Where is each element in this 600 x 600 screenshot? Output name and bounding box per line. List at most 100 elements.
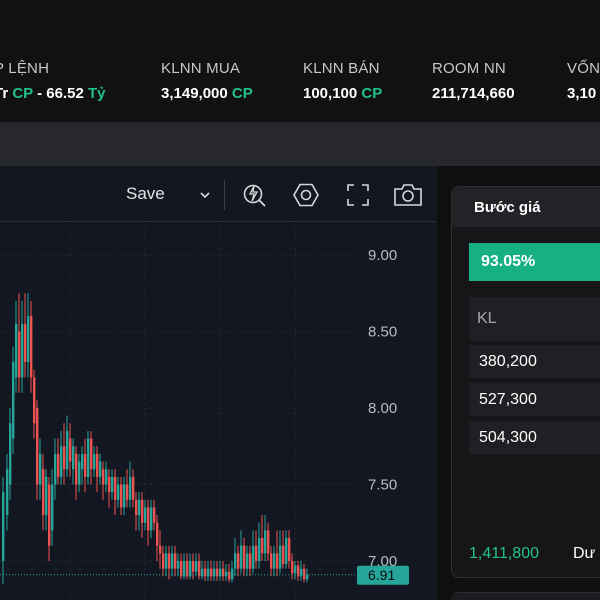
section-divider <box>0 122 600 166</box>
chevron-down-icon[interactable] <box>190 180 220 210</box>
price-tick-label: 8.50 <box>368 324 397 341</box>
candle-body <box>78 461 81 485</box>
candle-body <box>216 568 219 577</box>
order-book-panel: Bước giá 93.05% KL 380,200 527,300 504,3… <box>451 186 600 578</box>
candle-body <box>180 561 183 577</box>
volume-value: 380,200 <box>479 353 537 370</box>
candle-body <box>132 476 135 500</box>
candle-body <box>303 568 306 580</box>
fullscreen-icon[interactable] <box>343 180 373 210</box>
candle-body <box>255 545 258 561</box>
candle-body <box>114 476 117 500</box>
list-item: 380,200 <box>469 345 600 378</box>
candle-body <box>72 446 75 470</box>
candle-body <box>42 469 45 516</box>
candle-body <box>186 561 189 577</box>
candle-body <box>129 476 132 500</box>
settings-hexagon-icon[interactable] <box>291 180 321 210</box>
candle-body <box>219 568 222 577</box>
candle-body <box>273 553 276 569</box>
candle-body <box>210 568 213 577</box>
candle-body <box>63 446 66 470</box>
candle-body <box>117 484 120 500</box>
candlestick-chart[interactable]: 9.00 8.50 8.00 7.50 7.006.91 <box>0 223 437 600</box>
stat-order: P LỆNH Tr CP - 66.52 Tỷ <box>0 60 105 102</box>
candle-body <box>282 545 285 565</box>
price-tick-label: 9.00 <box>368 247 397 264</box>
order-book-header: Bước giá <box>452 187 600 227</box>
candle-body <box>51 484 54 531</box>
candle-body <box>288 538 291 561</box>
last-price-badge <box>357 565 409 585</box>
candle-body <box>252 545 255 569</box>
candle-body <box>204 568 207 577</box>
buy-ratio-value: 93.05% <box>481 253 536 270</box>
candle-body <box>189 561 192 577</box>
candle-body <box>213 568 216 577</box>
stat-value-prefix: 3,149,000 <box>161 85 232 102</box>
stat-capital: VỐN 3,10 <box>567 60 600 102</box>
candle-body <box>93 453 96 470</box>
stat-foreign-room: ROOM NN 211,714,660 <box>432 60 515 102</box>
toolbar-separator <box>224 180 225 210</box>
price-tick-label: 7.00 <box>368 553 397 570</box>
stat-value-mid: - 66.52 <box>32 85 88 102</box>
candle-body <box>60 446 63 477</box>
candle-body <box>45 476 48 516</box>
candle-body <box>9 423 12 485</box>
candle-body <box>195 561 198 572</box>
candle-body <box>126 484 129 500</box>
candle-body <box>102 469 105 485</box>
price-tick-label: 7.50 <box>368 477 397 494</box>
candle-body <box>144 507 147 523</box>
candle-body <box>15 323 18 378</box>
candle-body <box>171 553 174 569</box>
candle-body <box>57 453 60 477</box>
candle-body <box>201 568 204 577</box>
candle-body <box>306 574 309 580</box>
candle-body <box>156 522 159 546</box>
stat-foreign-sell: KLNN BÁN 100,100 CP <box>303 60 382 102</box>
candle-body <box>222 568 225 577</box>
market-stats-bar: P LỆNH Tr CP - 66.52 Tỷ KLNN MUA 3,149,0… <box>0 0 600 122</box>
candle-body <box>285 538 288 565</box>
chart-toolbar: Save <box>0 166 437 222</box>
stat-value-cp: CP <box>12 85 33 102</box>
candle-body <box>198 561 201 577</box>
stat-label: KLNN MUA <box>161 60 241 77</box>
candle-body <box>237 553 240 569</box>
candle-body <box>240 545 243 569</box>
candle-body <box>54 453 57 485</box>
stat-value: 3,149,000 CP <box>161 85 253 102</box>
order-book-title: Bước giá <box>474 199 541 216</box>
remaining-label: Dư <box>573 545 596 562</box>
candle-body <box>2 492 5 561</box>
lightning-zoom-icon[interactable] <box>240 180 270 210</box>
candle-body <box>48 484 51 546</box>
candle-body <box>69 438 72 462</box>
candle-body <box>159 545 162 554</box>
candle-body <box>228 571 231 580</box>
candle-body <box>243 545 246 569</box>
candle-body <box>138 499 141 516</box>
candle-body <box>276 553 279 569</box>
candle-body <box>39 453 42 485</box>
candle-body <box>147 507 150 531</box>
candle-body <box>18 331 21 378</box>
candle-body <box>258 538 261 561</box>
buy-ratio-bar: 93.05% <box>469 243 600 281</box>
candle-body <box>246 553 249 569</box>
camera-icon[interactable] <box>393 180 423 210</box>
candle-body <box>264 530 267 554</box>
candle-body <box>30 316 33 378</box>
volume-column-header: KL <box>469 297 600 341</box>
candle-body <box>279 545 282 569</box>
candle-body <box>141 499 144 523</box>
candle-body <box>111 476 114 493</box>
candle-body <box>192 561 195 572</box>
stat-value-cp: CP <box>361 85 383 102</box>
list-item: 504,300 <box>469 421 600 454</box>
save-button[interactable]: Save <box>126 184 165 203</box>
stat-label: KLNN BÁN <box>303 60 380 77</box>
candle-body <box>183 561 186 577</box>
